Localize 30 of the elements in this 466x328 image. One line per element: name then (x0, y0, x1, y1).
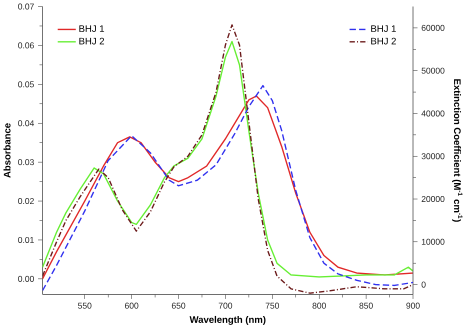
y2-tick-label: 40000 (421, 110, 444, 116)
y2-tick-label: 60000 (422, 24, 444, 31)
y-tick-label: 0.01 (18, 236, 34, 243)
y2-tick-label: 30000 (422, 153, 444, 160)
x-tick-label: 750 (266, 302, 280, 308)
x-tick-label: 700 (218, 302, 232, 308)
x-tick-label: 550 (78, 302, 92, 308)
x-tick-label: 850 (359, 302, 373, 308)
x-axis-title: Wavelength (nm) (190, 316, 266, 325)
y2-tick-label: 20000 (422, 196, 444, 202)
y2-axis-title: Extinction Coefficient (M$^{-1}$ cm$^{-1}$) (452, 79, 462, 222)
y-tick-label: 0.05 (18, 81, 34, 88)
y-tick-label: 0.07 (18, 3, 34, 10)
x-tick-label: 800 (312, 302, 326, 308)
y-axis-title: Absorbance (4, 123, 11, 178)
y2-tick-label: 50000 (422, 68, 444, 74)
y-tick-label: 0.03 (18, 158, 34, 165)
y-tick-label: 0.04 (18, 120, 34, 126)
legend-label: BHJ 2 (371, 38, 396, 44)
y-tick-label: 0.06 (18, 42, 34, 48)
legend-label: BHJ 1 (371, 25, 396, 32)
y2-tick-label: 10000 (422, 238, 444, 245)
y-tick-label: 0.02 (18, 198, 34, 204)
y2-tick-label: 0 (422, 281, 426, 288)
legend-label: BHJ 2 (79, 38, 104, 44)
y-tick-label: 0.00 (18, 276, 34, 282)
x-tick-label: 650 (172, 302, 186, 308)
x-tick-label: 900 (406, 302, 420, 308)
legend-label: BHJ 1 (79, 25, 104, 32)
x-tick-label: 600 (125, 302, 138, 308)
